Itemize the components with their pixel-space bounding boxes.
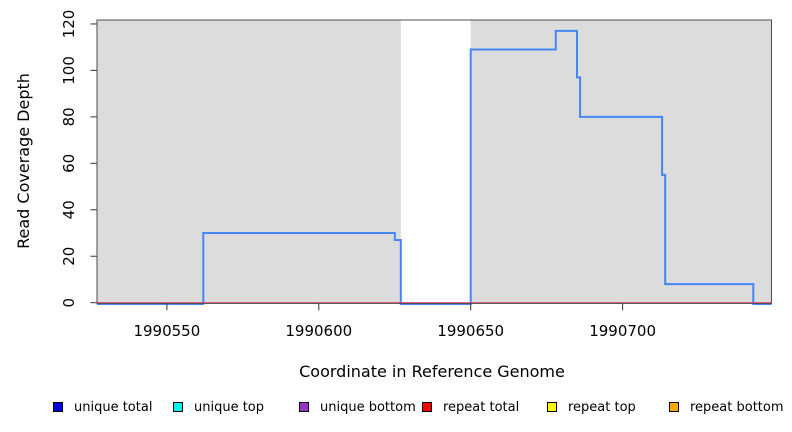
legend: unique total unique top unique bottom repea… (0, 396, 792, 422)
legend-item-unique-total: unique total (53, 396, 152, 418)
y-axis-title: Read Coverage Depth (14, 73, 33, 249)
legend-swatch (173, 402, 183, 412)
y-tick-label: 120 (60, 10, 78, 39)
x-tick-label: 1990700 (589, 322, 656, 340)
plot-area: 1990550 1990600 1990650 1990700 0 20 40 60 80 100… (14, 10, 772, 381)
legend-label: repeat top (568, 399, 636, 415)
x-tick-label: 1990550 (133, 322, 200, 340)
legend-item-repeat-total: repeat total (422, 396, 519, 418)
series-line-unique-total (97, 29, 772, 305)
x-tick-label: 1990650 (437, 322, 504, 340)
legend-item-unique-top: unique top (173, 396, 264, 418)
legend-label: repeat total (443, 399, 520, 415)
plot-layers: 1990550 1990600 1990650 1990700 0 20 40 60 80 100… (60, 10, 772, 340)
legend-item-repeat-top: repeat top (547, 396, 636, 418)
legend-label: unique top (194, 399, 265, 415)
legend-label: unique bottom (320, 399, 416, 415)
x-axis-title: Coordinate in Reference Genome (299, 362, 565, 381)
legend-swatch (669, 402, 679, 412)
x-tick-label: 1990600 (285, 322, 352, 340)
y-tick-label: 60 (60, 154, 78, 173)
legend-item-repeat-bottom: repeat bottom (669, 396, 784, 418)
legend-swatch (299, 402, 309, 412)
legend-swatch (547, 402, 557, 412)
y-tick-label: 0 (60, 298, 78, 308)
legend-swatch (53, 402, 63, 412)
legend-item-unique-bottom: unique bottom (299, 396, 416, 418)
y-tick-label: 80 (60, 107, 78, 126)
y-tick-label: 20 (60, 247, 78, 266)
y-tick-label: 100 (60, 56, 78, 85)
y-tick-label: 40 (60, 200, 78, 219)
masked-region (400, 20, 471, 304)
legend-label: unique total (74, 399, 153, 415)
plot-box (96, 19, 772, 304)
legend-label: repeat bottom (690, 399, 784, 415)
legend-swatch (422, 402, 432, 412)
